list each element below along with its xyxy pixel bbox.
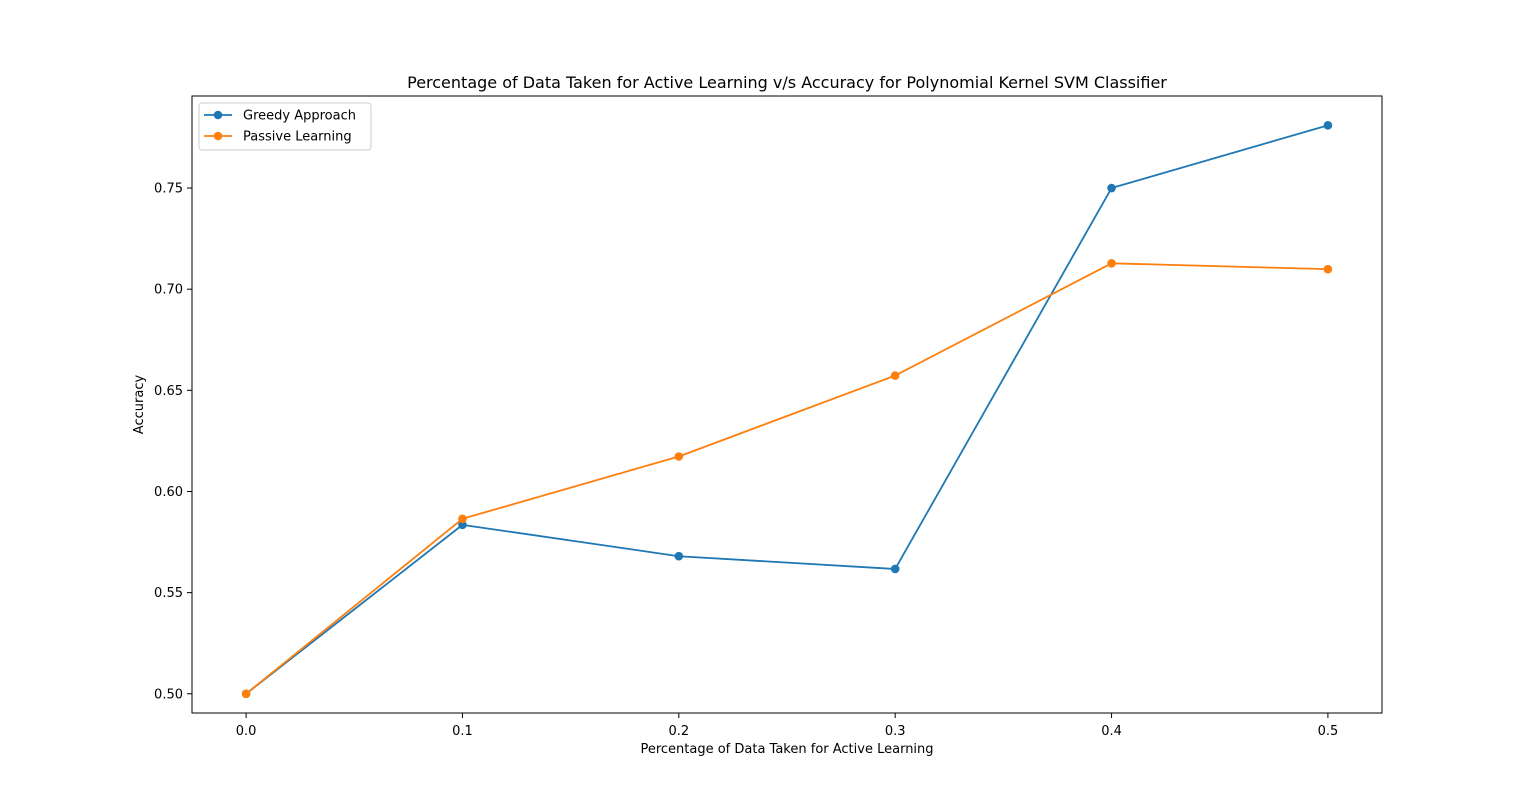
axes-frame	[191, 95, 1383, 714]
y-tick-label: 0.60	[154, 485, 183, 500]
data-point-greedy-approach	[1323, 121, 1333, 130]
series-line-greedy-approach	[245, 124, 1329, 695]
data-point-passive-learning	[1323, 264, 1333, 274]
chart-title: Percentage of Data Taken for Active Lear…	[407, 73, 1167, 92]
legend-label-greedy-approach: Greedy Approach	[243, 109, 356, 124]
y-axis: 0.50 0.55 0.60 0.65 0.70 0.75	[154, 182, 192, 702]
series-layer	[241, 121, 1333, 699]
legend-label-passive-learning: Passive Learning	[243, 130, 352, 145]
legend: Greedy Approach Passive Learning	[198, 102, 372, 151]
series-line-passive-learning	[245, 262, 1328, 695]
data-point-passive-learning	[890, 371, 900, 380]
data-point-passive-learning	[674, 452, 684, 461]
data-point-passive-learning	[241, 689, 251, 699]
y-tick-label: 0.50	[154, 687, 183, 702]
legend-box	[198, 102, 372, 151]
x-axis-title: Percentage of Data Taken for Active Lear…	[640, 742, 933, 757]
x-tick-label: 0.4	[1101, 724, 1122, 739]
data-point-greedy-approach	[1107, 183, 1116, 193]
x-tick-label: 0.2	[668, 724, 689, 739]
legend-marker-greedy-approach	[213, 110, 223, 120]
x-tick-label: 0.5	[1318, 724, 1339, 739]
y-tick-label: 0.65	[154, 384, 183, 399]
y-tick-label: 0.70	[154, 283, 183, 298]
y-tick-label: 0.75	[154, 182, 183, 197]
x-tick-label: 0.1	[452, 724, 473, 739]
plot-area	[191, 95, 1383, 714]
x-axis: 0.0 0.1 0.2 0.3 0.4 0.5	[236, 713, 1339, 739]
data-point-greedy-approach	[458, 520, 467, 530]
data-point-greedy-approach	[890, 564, 900, 574]
x-tick-label: 0.0	[236, 724, 257, 739]
y-axis-title: Accuracy	[132, 375, 147, 435]
x-tick-label: 0.3	[885, 724, 906, 739]
data-point-passive-learning	[458, 514, 467, 524]
data-point-greedy-approach	[674, 551, 684, 561]
legend-marker-passive-learning	[213, 131, 223, 141]
y-tick-label: 0.55	[154, 586, 183, 601]
data-point-passive-learning	[1107, 258, 1116, 268]
